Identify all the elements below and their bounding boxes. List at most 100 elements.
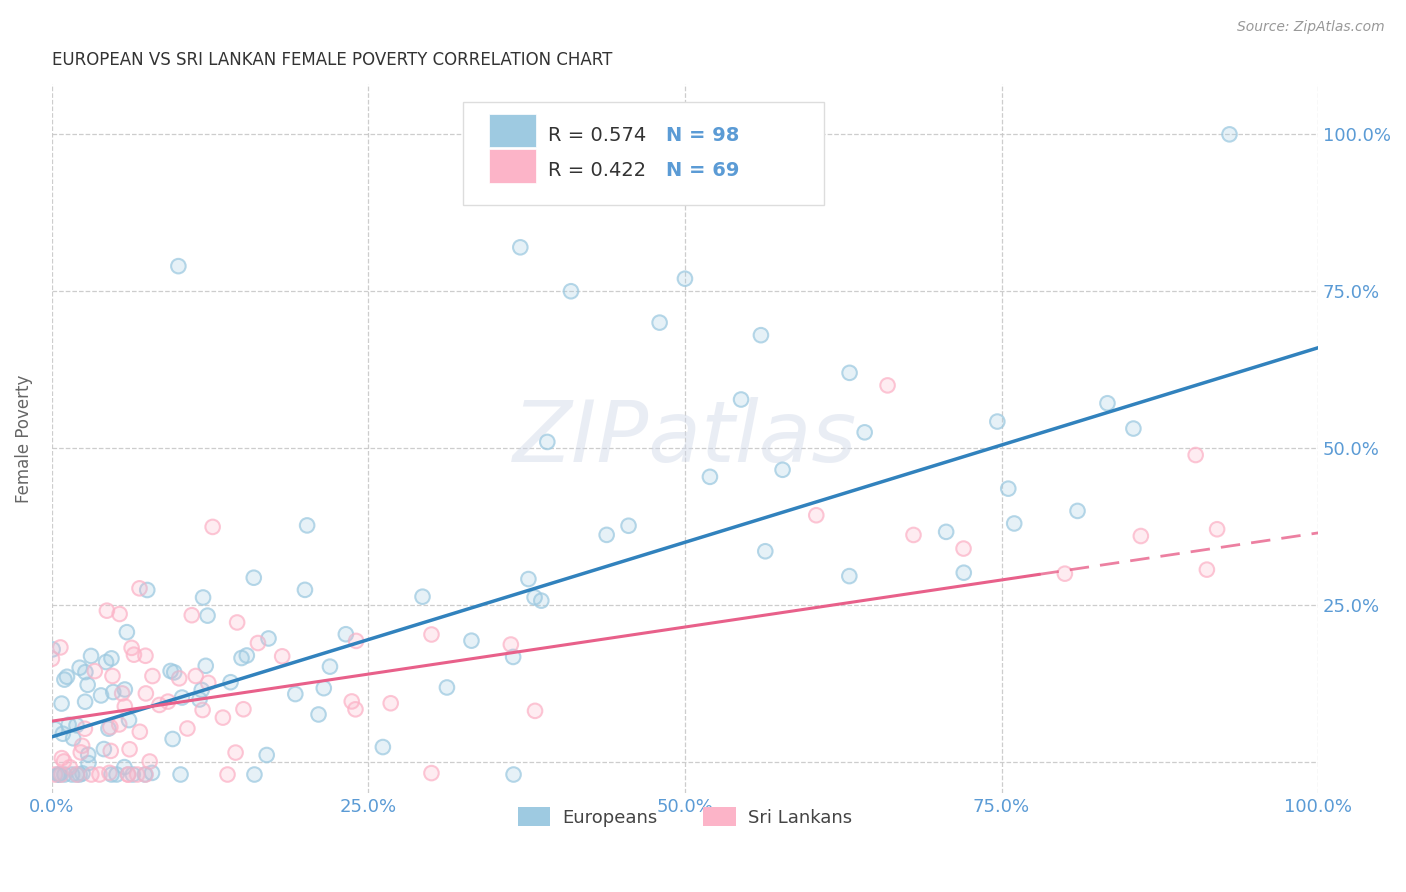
Point bbox=[180, 608, 202, 623]
Point bbox=[44, 767, 66, 781]
Point bbox=[76, 678, 98, 692]
Point bbox=[201, 520, 224, 534]
Point bbox=[163, 665, 186, 680]
Point bbox=[169, 767, 191, 781]
Point bbox=[754, 544, 776, 558]
Point bbox=[530, 593, 553, 607]
Point bbox=[60, 767, 83, 781]
Point bbox=[141, 669, 163, 683]
Point bbox=[295, 518, 318, 533]
Point bbox=[167, 259, 190, 273]
Point bbox=[53, 755, 76, 769]
Point bbox=[93, 742, 115, 756]
Point bbox=[257, 632, 280, 646]
Point bbox=[876, 378, 898, 392]
Point bbox=[838, 366, 860, 380]
Point bbox=[335, 627, 357, 641]
Point bbox=[853, 425, 876, 440]
Point bbox=[108, 717, 131, 731]
Point bbox=[1195, 563, 1218, 577]
Point bbox=[59, 760, 82, 774]
Point bbox=[673, 271, 696, 285]
Point bbox=[112, 760, 135, 774]
Point bbox=[340, 694, 363, 708]
Point bbox=[502, 649, 524, 664]
Point bbox=[73, 722, 96, 736]
Point bbox=[903, 528, 925, 542]
Point bbox=[108, 607, 131, 621]
Point bbox=[184, 669, 207, 683]
Point bbox=[41, 652, 63, 666]
Point bbox=[156, 695, 179, 709]
Point bbox=[118, 742, 141, 756]
Point bbox=[75, 695, 97, 709]
Point bbox=[243, 767, 266, 781]
FancyBboxPatch shape bbox=[489, 114, 536, 147]
Point bbox=[77, 756, 100, 770]
Point bbox=[80, 648, 103, 663]
Point bbox=[69, 661, 91, 675]
Point bbox=[156, 695, 179, 709]
Point bbox=[524, 704, 547, 718]
Point bbox=[138, 755, 160, 769]
Point bbox=[98, 765, 121, 780]
Point bbox=[184, 669, 207, 683]
Point bbox=[935, 524, 957, 539]
Point bbox=[380, 696, 402, 710]
Point bbox=[121, 640, 143, 655]
Point bbox=[523, 591, 546, 605]
Point bbox=[319, 659, 342, 673]
Point bbox=[105, 767, 128, 781]
Point bbox=[236, 648, 259, 663]
Point bbox=[167, 671, 190, 685]
Point bbox=[162, 731, 184, 746]
Point bbox=[412, 590, 434, 604]
Point bbox=[256, 747, 278, 762]
Point bbox=[1184, 448, 1206, 462]
Point bbox=[997, 482, 1019, 496]
Point bbox=[70, 739, 93, 753]
Point bbox=[935, 524, 957, 539]
Point bbox=[70, 739, 93, 753]
Point bbox=[231, 651, 253, 665]
Point bbox=[517, 572, 540, 586]
Point bbox=[103, 685, 125, 699]
Point bbox=[135, 767, 157, 781]
Point bbox=[96, 604, 118, 618]
Point bbox=[197, 676, 219, 690]
Point bbox=[121, 640, 143, 655]
Point bbox=[1206, 522, 1229, 536]
Point bbox=[51, 751, 73, 765]
Point bbox=[191, 591, 214, 605]
Point bbox=[212, 710, 235, 724]
Point bbox=[121, 767, 143, 781]
Point bbox=[194, 658, 217, 673]
Point bbox=[838, 569, 860, 583]
Point bbox=[749, 328, 772, 343]
Point bbox=[49, 640, 72, 655]
Point bbox=[749, 328, 772, 343]
Point bbox=[121, 767, 143, 781]
Point bbox=[117, 767, 139, 781]
Point bbox=[344, 702, 367, 716]
Point bbox=[952, 566, 974, 580]
Point bbox=[46, 767, 69, 781]
Point bbox=[114, 699, 136, 714]
Point bbox=[53, 767, 76, 781]
Point bbox=[51, 697, 73, 711]
Point bbox=[371, 739, 394, 754]
Point bbox=[167, 259, 190, 273]
Point bbox=[44, 722, 66, 736]
Point bbox=[536, 434, 558, 449]
Point bbox=[232, 702, 254, 716]
Point bbox=[308, 707, 330, 722]
Point bbox=[89, 767, 111, 781]
Point bbox=[128, 724, 150, 739]
Point bbox=[90, 689, 112, 703]
Point bbox=[1206, 522, 1229, 536]
Point bbox=[560, 285, 582, 299]
Point bbox=[319, 659, 342, 673]
Point bbox=[58, 718, 80, 732]
Point bbox=[838, 569, 860, 583]
Point bbox=[93, 742, 115, 756]
